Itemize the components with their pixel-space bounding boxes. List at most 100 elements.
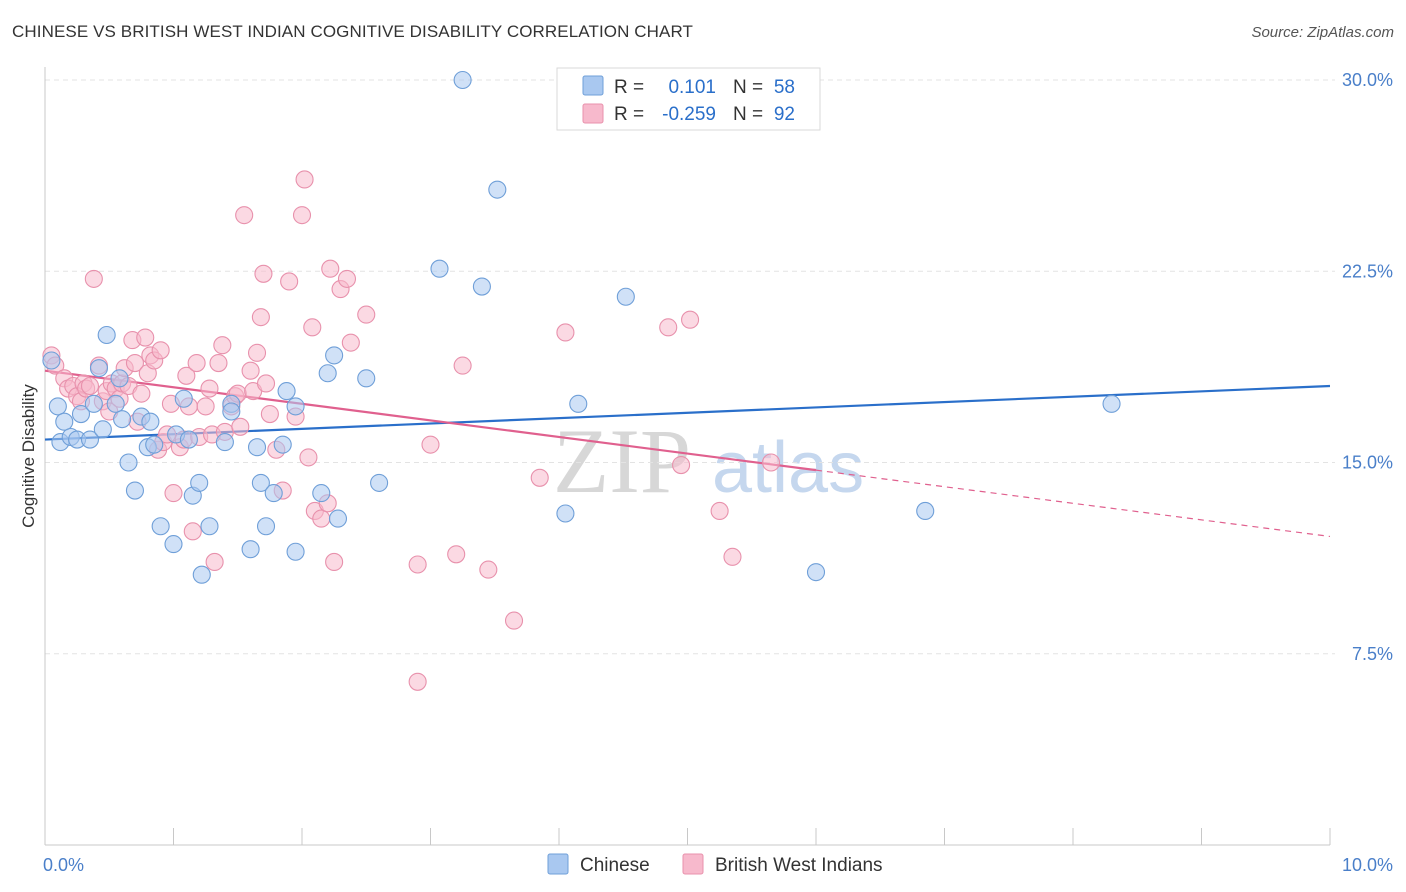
data-point-chinese bbox=[48, 397, 67, 416]
data-point-chinese bbox=[190, 473, 209, 492]
data-point-bwi bbox=[254, 264, 273, 283]
data-point-bwi bbox=[205, 552, 224, 572]
data-point-bwi bbox=[164, 484, 183, 503]
data-point-chinese bbox=[318, 364, 337, 383]
data-point-chinese bbox=[222, 402, 241, 421]
stats-r-value-chinese: 0.101 bbox=[668, 77, 716, 98]
data-point-bwi bbox=[504, 611, 524, 630]
data-point-bwi bbox=[479, 560, 498, 579]
data-point-chinese bbox=[357, 369, 376, 388]
data-point-bwi bbox=[292, 206, 312, 225]
data-point-chinese bbox=[93, 420, 112, 439]
stats-legend: R = 0.101 N = 58 R = -0.259 N = 92 bbox=[556, 67, 821, 131]
data-point-chinese bbox=[145, 435, 164, 454]
data-point-bwi bbox=[251, 308, 270, 327]
data-point-bwi bbox=[341, 333, 360, 352]
data-point-bwi bbox=[231, 417, 250, 436]
grid bbox=[45, 79, 1335, 655]
data-point-bwi bbox=[196, 397, 215, 416]
data-point-bwi bbox=[235, 206, 254, 225]
data-point-bwi bbox=[710, 501, 729, 521]
data-point-bwi bbox=[659, 318, 678, 337]
data-point-chinese bbox=[616, 287, 635, 306]
data-point-chinese bbox=[806, 563, 826, 582]
data-point-bwi bbox=[325, 552, 344, 572]
data-point-bwi bbox=[200, 379, 219, 398]
data-point-bwi bbox=[453, 356, 472, 375]
data-point-chinese bbox=[247, 438, 267, 457]
data-point-bwi bbox=[321, 259, 340, 278]
y-tick-label: 30.0% bbox=[1342, 70, 1393, 90]
data-point-bwi bbox=[125, 353, 144, 373]
data-point-chinese bbox=[119, 453, 138, 472]
y-tick-label: 15.0% bbox=[1342, 453, 1393, 473]
stats-r-label-chinese: R = bbox=[614, 77, 644, 98]
data-point-bwi bbox=[132, 384, 151, 403]
data-point-chinese bbox=[264, 484, 283, 503]
x-tick-label: 10.0% bbox=[1342, 855, 1393, 875]
data-point-chinese bbox=[200, 517, 219, 536]
trend-lines bbox=[44, 369, 1331, 538]
data-point-chinese bbox=[328, 509, 348, 528]
data-point-bwi bbox=[723, 547, 742, 566]
legend-swatch-chinese bbox=[547, 853, 569, 875]
data-point-chinese bbox=[84, 394, 103, 413]
y-tick-label: 7.5% bbox=[1352, 644, 1393, 664]
data-point-chinese bbox=[556, 504, 575, 523]
data-point-chinese bbox=[488, 180, 507, 199]
data-point-bwi bbox=[80, 376, 100, 396]
data-point-bwi bbox=[280, 272, 299, 291]
data-point-chinese bbox=[164, 535, 183, 554]
legend-label-chinese: Chinese bbox=[580, 855, 650, 876]
data-point-bwi bbox=[761, 453, 781, 472]
data-point-chinese bbox=[110, 369, 129, 388]
data-point-bwi bbox=[260, 404, 279, 424]
data-point-chinese bbox=[55, 412, 74, 431]
data-point-chinese bbox=[141, 412, 160, 431]
data-point-bwi bbox=[213, 336, 232, 355]
data-point-chinese bbox=[472, 277, 491, 296]
trend-line-bwi-extrapolated bbox=[815, 469, 1331, 538]
data-point-bwi bbox=[447, 545, 466, 564]
data-point-bwi bbox=[299, 448, 318, 467]
trend-line-bwi bbox=[44, 369, 817, 472]
series-legend: Chinese British West Indians bbox=[547, 853, 883, 876]
x-tick-label: 0.0% bbox=[43, 855, 84, 875]
data-point-bwi bbox=[136, 328, 155, 347]
trend-line-chinese bbox=[44, 384, 1331, 441]
tick-labels: 7.5% 15.0% 22.5% 30.0% 0.0% 10.0% bbox=[43, 70, 1393, 875]
data-point-chinese bbox=[192, 565, 211, 584]
data-point-chinese bbox=[256, 517, 276, 536]
data-point-chinese bbox=[569, 394, 588, 413]
data-point-bwi bbox=[303, 318, 322, 337]
stats-n-value-chinese: 58 bbox=[774, 77, 795, 98]
watermark-atlas: atlas bbox=[712, 428, 864, 508]
data-point-bwi bbox=[187, 353, 206, 373]
data-point-chinese bbox=[125, 481, 144, 500]
data-point-chinese bbox=[286, 542, 305, 561]
data-point-chinese bbox=[89, 359, 109, 378]
stats-r-label-bwi: R = bbox=[614, 104, 644, 125]
stats-n-value-bwi: 92 bbox=[774, 104, 795, 125]
data-point-bwi bbox=[672, 455, 691, 475]
data-point-chinese bbox=[370, 473, 389, 492]
stats-swatch-bwi bbox=[582, 103, 604, 124]
data-point-bwi bbox=[241, 361, 260, 380]
watermark-zip: ZIP bbox=[553, 410, 691, 512]
chart-source: Source: ZipAtlas.com bbox=[1251, 24, 1394, 41]
chart-title: CHINESE VS BRITISH WEST INDIAN COGNITIVE… bbox=[12, 22, 694, 41]
data-point-bwi bbox=[408, 555, 427, 574]
y-axis-title: Cognitive Disability bbox=[19, 384, 38, 528]
data-point-chinese bbox=[312, 484, 331, 503]
y-tick-label: 22.5% bbox=[1342, 261, 1393, 281]
data-point-bwi bbox=[530, 468, 549, 487]
data-point-bwi bbox=[256, 374, 276, 393]
stats-r-value-bwi: -0.259 bbox=[662, 104, 716, 125]
data-point-chinese bbox=[80, 430, 100, 449]
data-point-chinese bbox=[273, 435, 292, 454]
data-point-bwi bbox=[337, 269, 357, 288]
data-point-chinese bbox=[42, 351, 61, 370]
data-point-bwi bbox=[209, 353, 228, 373]
data-point-chinese bbox=[151, 517, 170, 536]
